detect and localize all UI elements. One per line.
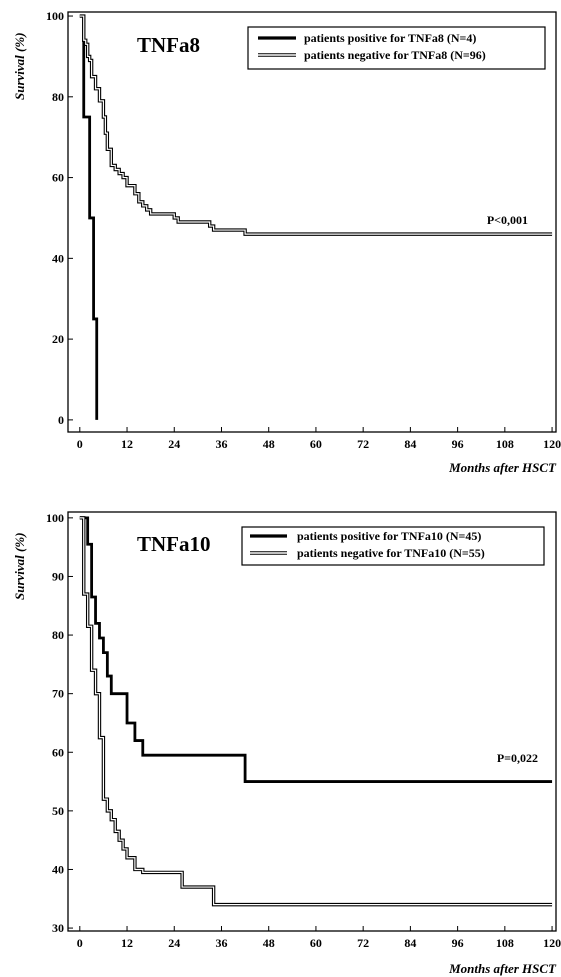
chart2-legend-box	[241, 526, 545, 566]
chart1-y-tick-label: 0	[58, 413, 64, 427]
chart2-x-tick-label: 24	[168, 936, 180, 950]
chart1-y-tick-label: 80	[52, 90, 64, 104]
chart1-series-positive-curve	[79, 14, 99, 420]
chart1-x-tick-label: 48	[263, 437, 275, 451]
chart2-y-axis-label: Survival (%)	[12, 532, 27, 600]
chart2-x-tick-label: 108	[496, 936, 514, 950]
chart1-y-tick-label: 60	[52, 171, 64, 185]
chart2-x-tick-label: 60	[310, 936, 322, 950]
plot-layer: 0 12 24 36 48 60 72 84 96 108 120 0 20 40 60 80 100 0 12 24…	[46, 9, 561, 950]
chart2-series-positive-curve	[79, 516, 553, 783]
chart1-x-tick-label: 120	[543, 437, 561, 451]
chart2-p-value: P=0,022	[497, 751, 538, 765]
chart2-y-tick-label: 50	[52, 804, 64, 818]
chart2-plot-frame	[67, 511, 557, 932]
chart1-y-tick-label: 20	[52, 332, 64, 346]
chart2-y-tick-label: 30	[52, 921, 64, 935]
chart2-y-tick-label: 40	[52, 862, 64, 876]
chart1-x-tick-label: 96	[452, 437, 464, 451]
chart2-y-tick-label: 100	[46, 511, 64, 525]
chart1-legend-box	[247, 26, 546, 70]
chart2-x-tick-label: 48	[263, 936, 275, 950]
chart1-p-value: P<0,001	[487, 213, 528, 227]
chart2-x-tick-label: 0	[77, 936, 83, 950]
chart2-x-tick-label: 12	[121, 936, 133, 950]
chart1-legend-label-positive: patients positive for TNFa8 (N=4)	[304, 31, 476, 45]
chart2-x-tick-label: 96	[452, 936, 464, 950]
chart1-y-axis-label: Survival (%)	[12, 32, 27, 100]
chart2-legend-label-negative: patients negative for TNFa10 (N=55)	[297, 546, 485, 560]
chart2-y-tick-label: 60	[52, 745, 64, 759]
chart2-series-negative-curve-inner	[79, 517, 553, 906]
chart2-legend-label-positive: patients positive for TNFa10 (N=45)	[297, 529, 481, 543]
chart2-x-tick-label: 120	[543, 936, 561, 950]
chart2-x-axis-label: Months after HSCT	[448, 961, 557, 976]
chart1-x-tick-label: 12	[121, 437, 133, 451]
chart1-y-tick-label: 100	[46, 9, 64, 23]
chart1-x-tick-label: 72	[357, 437, 369, 451]
chart1-x-tick-label: 36	[215, 437, 227, 451]
chart1-x-tick-label: 0	[77, 437, 83, 451]
chart2-x-tick-label: 84	[404, 936, 416, 950]
chart1-y-tick-label: 40	[52, 251, 64, 265]
chart1-series-negative-curve-inner	[79, 15, 553, 235]
chart2-title: TNFa10	[137, 532, 211, 556]
chart2-y-tick-label: 90	[52, 569, 64, 583]
chart1-x-tick-label: 24	[168, 437, 180, 451]
chart2-x-tick-label: 36	[215, 936, 227, 950]
chart1-x-tick-label: 108	[496, 437, 514, 451]
chart2-series-negative-curve-outer	[79, 516, 553, 907]
chart1-plot-frame	[67, 11, 557, 433]
chart2-y-tick-label: 80	[52, 628, 64, 642]
chart1-x-tick-label: 60	[310, 437, 322, 451]
chart2-x-tick-label: 72	[357, 936, 369, 950]
chart1-x-tick-label: 84	[404, 437, 416, 451]
chart1-legend-label-negative: patients negative for TNFa8 (N=96)	[304, 48, 486, 62]
chart1-title: TNFa8	[137, 33, 200, 57]
chart2-y-tick-label: 70	[52, 687, 64, 701]
chart1-x-axis-label: Months after HSCT	[448, 460, 557, 475]
